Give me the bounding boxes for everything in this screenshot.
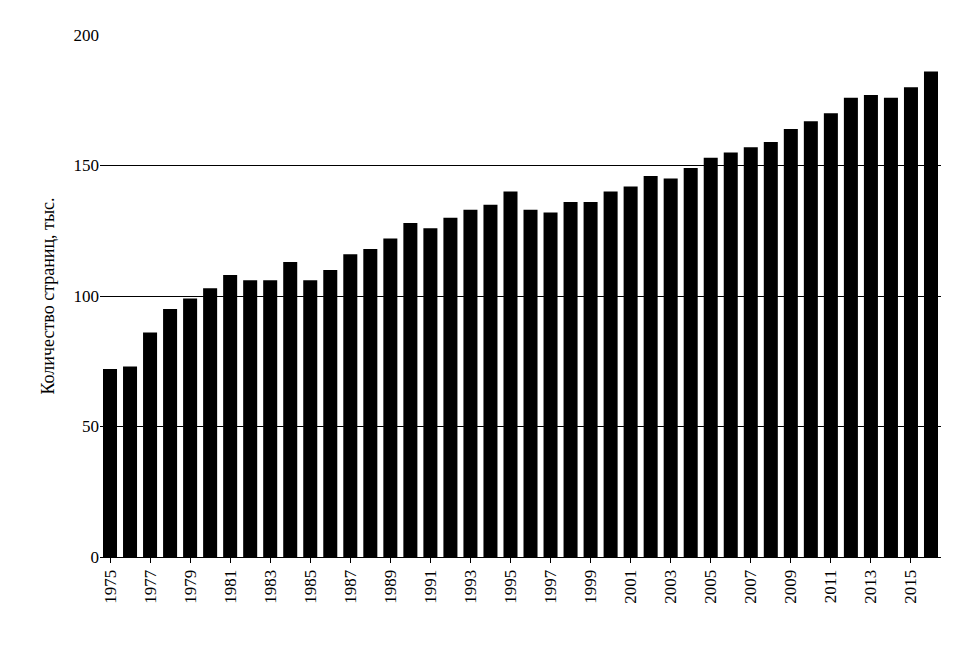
svg-text:Количество страниц, тыс.: Количество страниц, тыс. [38, 197, 58, 394]
svg-text:2003: 2003 [661, 570, 680, 604]
svg-text:1977: 1977 [141, 569, 160, 604]
svg-text:200: 200 [74, 26, 100, 45]
svg-text:2009: 2009 [781, 570, 800, 604]
svg-text:1983: 1983 [261, 570, 280, 604]
svg-text:1995: 1995 [501, 570, 520, 604]
svg-text:0: 0 [91, 548, 100, 567]
svg-text:150: 150 [74, 156, 100, 175]
svg-text:1991: 1991 [421, 570, 440, 604]
svg-text:1999: 1999 [581, 570, 600, 604]
svg-text:2013: 2013 [861, 570, 880, 604]
svg-text:1989: 1989 [381, 570, 400, 604]
svg-text:2001: 2001 [621, 570, 640, 604]
svg-text:1981: 1981 [221, 570, 240, 604]
svg-text:1985: 1985 [301, 570, 320, 604]
svg-text:100: 100 [74, 287, 100, 306]
svg-text:1979: 1979 [181, 570, 200, 604]
svg-text:2005: 2005 [701, 570, 720, 604]
svg-text:1993: 1993 [461, 570, 480, 604]
svg-text:50: 50 [82, 417, 99, 436]
svg-text:1975: 1975 [101, 570, 120, 604]
svg-text:2007: 2007 [741, 569, 760, 604]
svg-text:2015: 2015 [901, 570, 920, 604]
svg-text:1987: 1987 [341, 569, 360, 604]
svg-text:2011: 2011 [821, 570, 840, 603]
svg-text:1997: 1997 [541, 569, 560, 604]
